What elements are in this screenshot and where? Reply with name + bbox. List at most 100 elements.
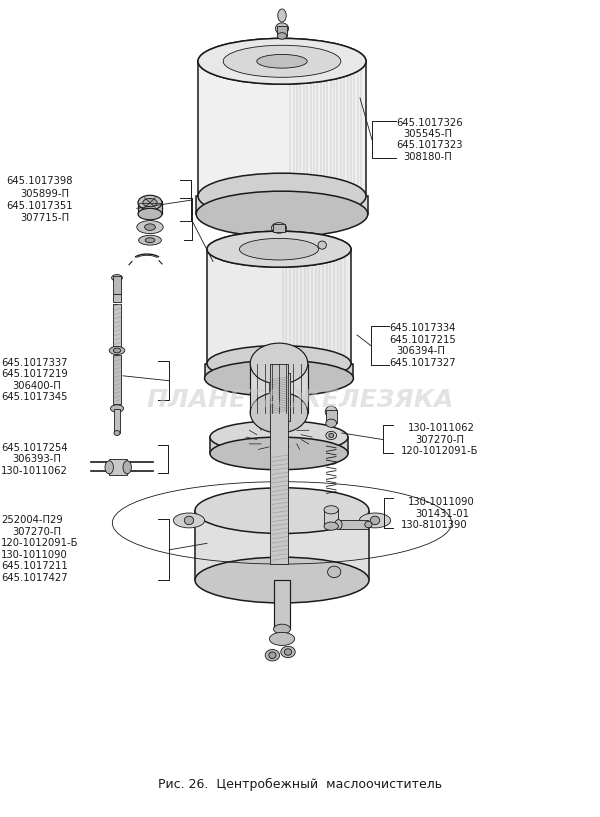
Bar (113, 276, 121, 294)
Ellipse shape (326, 419, 337, 427)
Text: 301431-01: 301431-01 (415, 509, 469, 519)
Ellipse shape (370, 516, 380, 525)
Text: 645.1017254: 645.1017254 (1, 443, 68, 453)
Ellipse shape (278, 9, 286, 22)
Bar (109, 459, 127, 475)
Text: ПЛАНЕТА ЖЕЛЕЗЯКА: ПЛАНЕТА ЖЕЛЕЗЯКА (147, 388, 453, 413)
Ellipse shape (138, 208, 162, 220)
Text: 130-1011090: 130-1011090 (408, 498, 475, 507)
Ellipse shape (196, 191, 368, 237)
Ellipse shape (277, 33, 287, 39)
Ellipse shape (324, 506, 338, 514)
Ellipse shape (250, 343, 308, 384)
Bar (269, 377, 289, 417)
Text: 130-1011090: 130-1011090 (1, 550, 68, 560)
Ellipse shape (269, 632, 295, 645)
Bar (198, 61, 366, 196)
Ellipse shape (265, 650, 280, 661)
Ellipse shape (110, 405, 124, 413)
Text: 307715-П: 307715-П (20, 213, 69, 223)
Ellipse shape (137, 221, 163, 234)
Ellipse shape (318, 241, 326, 249)
Text: 305899-П: 305899-П (20, 189, 69, 199)
Text: 306400-П: 306400-П (12, 381, 61, 391)
Text: 645.1017334: 645.1017334 (389, 324, 455, 333)
Text: 130-8101390: 130-8101390 (401, 520, 467, 530)
Ellipse shape (207, 231, 351, 267)
Ellipse shape (324, 522, 338, 530)
Ellipse shape (112, 275, 122, 281)
Ellipse shape (239, 239, 319, 260)
Text: 645.1017326: 645.1017326 (396, 118, 463, 127)
Text: 645.1017427: 645.1017427 (1, 573, 68, 583)
Bar (207, 249, 351, 364)
Ellipse shape (198, 38, 366, 84)
Text: 645.1017398: 645.1017398 (6, 176, 73, 186)
Ellipse shape (184, 516, 194, 525)
Ellipse shape (210, 421, 348, 453)
Text: 307270-П: 307270-П (12, 527, 61, 537)
Text: 306393-П: 306393-П (12, 454, 61, 464)
Text: 307270-П: 307270-П (415, 435, 464, 444)
Text: 130-1011062: 130-1011062 (1, 466, 68, 475)
Ellipse shape (145, 238, 155, 243)
Ellipse shape (138, 195, 162, 210)
Ellipse shape (275, 23, 289, 34)
Text: 645.1017327: 645.1017327 (389, 358, 455, 368)
Ellipse shape (274, 624, 290, 634)
Text: 645.1017351: 645.1017351 (6, 201, 73, 211)
Text: 645.1017215: 645.1017215 (389, 335, 455, 345)
Ellipse shape (205, 360, 353, 396)
Bar (274, 580, 290, 629)
Ellipse shape (143, 199, 157, 207)
Ellipse shape (281, 646, 295, 658)
Text: 305545-П: 305545-П (403, 129, 452, 139)
Ellipse shape (257, 55, 307, 68)
Ellipse shape (329, 433, 334, 438)
Ellipse shape (365, 521, 372, 528)
Bar (338, 520, 368, 529)
Text: 306394-П: 306394-П (396, 346, 445, 356)
Bar (113, 294, 121, 302)
Text: 645.1017323: 645.1017323 (396, 141, 463, 150)
Bar (210, 437, 348, 453)
Text: 120-1012091-Б: 120-1012091-Б (1, 538, 79, 548)
Ellipse shape (139, 235, 161, 245)
Ellipse shape (198, 38, 366, 84)
Bar (324, 510, 338, 526)
Bar (277, 26, 287, 36)
Bar (196, 196, 368, 214)
Ellipse shape (105, 461, 113, 474)
Bar (326, 410, 337, 423)
Text: 120-1012091-Б: 120-1012091-Б (401, 446, 478, 456)
Ellipse shape (359, 513, 391, 528)
Text: 308180-П: 308180-П (403, 152, 452, 162)
Ellipse shape (195, 488, 369, 534)
Text: 130-1011062: 130-1011062 (408, 423, 475, 433)
Ellipse shape (123, 461, 131, 474)
Bar (273, 373, 290, 421)
Ellipse shape (109, 346, 125, 355)
Bar (205, 364, 353, 378)
Ellipse shape (207, 231, 351, 267)
Bar (270, 364, 288, 564)
Ellipse shape (335, 520, 342, 529)
Bar (138, 201, 162, 214)
Ellipse shape (284, 649, 292, 655)
Text: 645.1017345: 645.1017345 (1, 392, 68, 402)
Ellipse shape (114, 431, 120, 435)
Ellipse shape (271, 222, 287, 234)
Ellipse shape (326, 431, 337, 440)
Bar (114, 408, 120, 433)
Ellipse shape (328, 566, 341, 578)
Text: 645.1017337: 645.1017337 (1, 358, 68, 368)
Bar (250, 364, 308, 413)
Ellipse shape (223, 45, 341, 78)
Ellipse shape (207, 346, 351, 382)
Bar (113, 355, 121, 404)
Ellipse shape (198, 173, 366, 219)
Text: 645.1017211: 645.1017211 (1, 561, 68, 571)
Text: 252004-П29: 252004-П29 (1, 516, 63, 525)
Ellipse shape (113, 348, 121, 353)
Bar (113, 304, 121, 347)
